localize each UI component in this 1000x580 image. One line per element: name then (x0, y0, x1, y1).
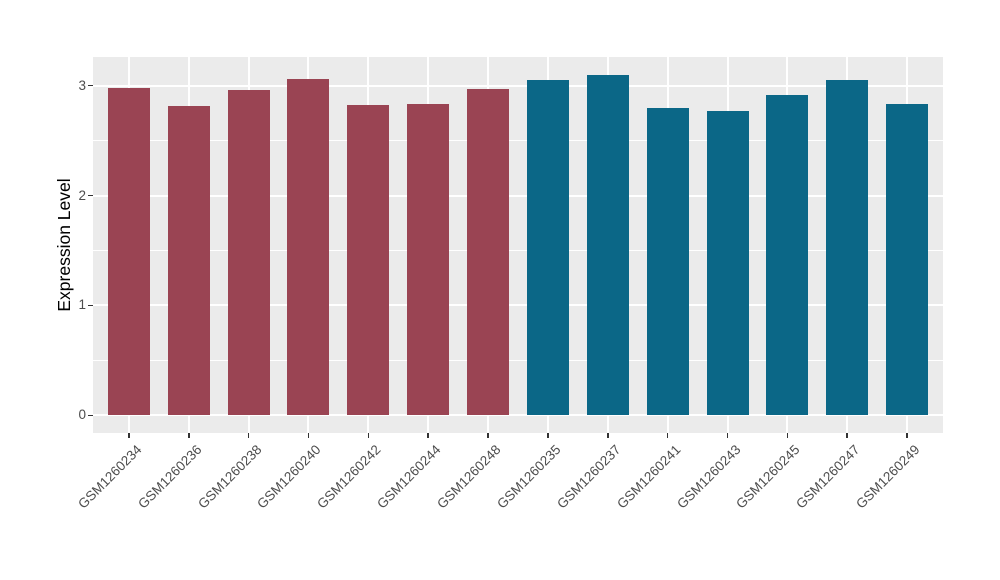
x-axis-tick (367, 433, 370, 438)
x-tick-label: GSM1260237 (553, 442, 624, 512)
x-axis-tick (427, 433, 429, 438)
major-gridline (93, 194, 943, 197)
x-axis-tick (188, 433, 190, 438)
y-tick-label: 1 (78, 297, 86, 313)
x-axis-tick (726, 433, 729, 438)
x-tick-label: GSM1260249 (853, 442, 923, 512)
major-gridline (93, 84, 943, 87)
minor-gridline (93, 359, 943, 361)
x-axis-tick (786, 433, 789, 438)
bar-GSM1260242 (347, 105, 390, 416)
plot-panel (93, 57, 943, 433)
y-tick-label: 2 (78, 187, 86, 203)
x-tick-label: GSM1260236 (134, 442, 205, 512)
y-axis-tick (88, 414, 93, 417)
x-axis-tick (128, 433, 130, 438)
y-tick-label: 3 (78, 77, 86, 93)
x-axis-tick (666, 433, 669, 438)
bar-GSM1260241 (646, 107, 689, 416)
x-tick-label: GSM1260242 (314, 442, 384, 512)
x-tick-label: GSM1260238 (194, 442, 265, 512)
y-axis-tick (88, 304, 93, 307)
bar-GSM1260240 (287, 78, 330, 416)
bar-GSM1260234 (107, 87, 150, 416)
bar-GSM1260236 (167, 106, 210, 416)
x-tick-label: GSM1260235 (494, 442, 564, 512)
bar-GSM1260245 (766, 95, 809, 416)
bar-GSM1260243 (706, 110, 749, 416)
bar-GSM1260249 (886, 104, 929, 416)
x-axis-tick (906, 433, 908, 438)
bar-GSM1260247 (826, 80, 869, 416)
x-tick-label: GSM1260244 (374, 442, 444, 512)
y-axis-title: Expression Level (54, 178, 74, 312)
x-axis-tick (247, 433, 250, 438)
bar-GSM1260237 (586, 74, 629, 416)
x-axis-tick (846, 433, 848, 438)
y-axis-tick (88, 84, 93, 87)
bar-GSM1260238 (227, 89, 270, 416)
major-gridline (93, 414, 943, 417)
y-axis-tick (88, 194, 93, 197)
x-tick-label: GSM1260240 (254, 442, 325, 512)
x-axis-tick (307, 433, 310, 438)
bar-GSM1260248 (467, 88, 510, 416)
x-tick-label: GSM1260234 (75, 442, 145, 512)
major-gridline (93, 304, 943, 307)
x-tick-label: GSM1260241 (613, 442, 684, 512)
x-axis-tick (607, 433, 609, 438)
bar-GSM1260244 (407, 104, 450, 416)
x-axis-tick (487, 433, 489, 438)
minor-gridline (93, 140, 943, 142)
minor-gridline (93, 249, 943, 251)
y-tick-label: 0 (78, 407, 86, 423)
x-tick-label: GSM1260247 (793, 442, 863, 512)
x-tick-label: GSM1260245 (733, 442, 803, 512)
x-tick-label: GSM1260248 (434, 442, 504, 512)
bar-GSM1260235 (526, 80, 569, 416)
x-tick-label: GSM1260243 (673, 442, 744, 512)
x-axis-tick (547, 433, 549, 438)
